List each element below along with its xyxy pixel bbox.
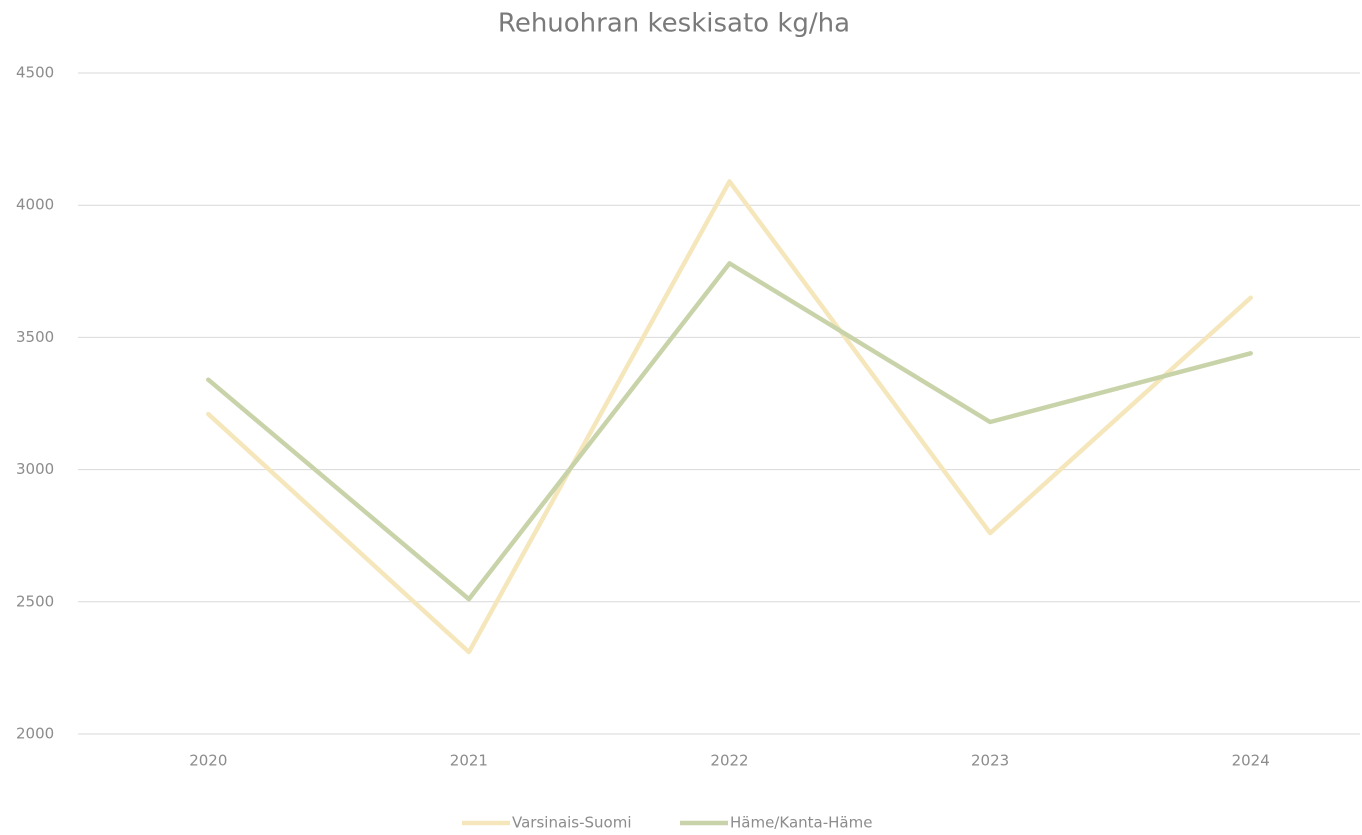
legend-label: Varsinais-Suomi <box>512 814 632 832</box>
y-tick-label: 2500 <box>16 592 54 610</box>
x-tick-label: 2022 <box>710 752 748 770</box>
chart-title: Rehuohran keskisato kg/ha <box>498 9 850 39</box>
y-tick-label: 4000 <box>16 196 54 214</box>
legend-label: Häme/Kanta-Häme <box>730 814 872 832</box>
x-tick-label: 2023 <box>971 752 1009 770</box>
series-line <box>206 261 1253 602</box>
x-tick-label: 2024 <box>1232 752 1270 770</box>
series-line <box>206 179 1253 655</box>
y-tick-label: 3500 <box>16 328 54 346</box>
x-tick-label: 2020 <box>189 752 227 770</box>
y-tick-label: 2000 <box>16 725 54 743</box>
y-tick-label: 3000 <box>16 460 54 478</box>
y-tick-label: 4500 <box>16 64 54 82</box>
x-tick-label: 2021 <box>450 752 488 770</box>
